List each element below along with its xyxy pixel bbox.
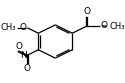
Text: N: N: [20, 51, 27, 60]
Text: CH₃: CH₃: [0, 23, 16, 32]
Text: O: O: [15, 42, 22, 51]
Text: O: O: [20, 23, 27, 32]
Text: O: O: [101, 21, 108, 30]
Text: CH₃: CH₃: [110, 22, 125, 31]
Text: O: O: [84, 7, 91, 16]
Text: O: O: [24, 64, 31, 73]
